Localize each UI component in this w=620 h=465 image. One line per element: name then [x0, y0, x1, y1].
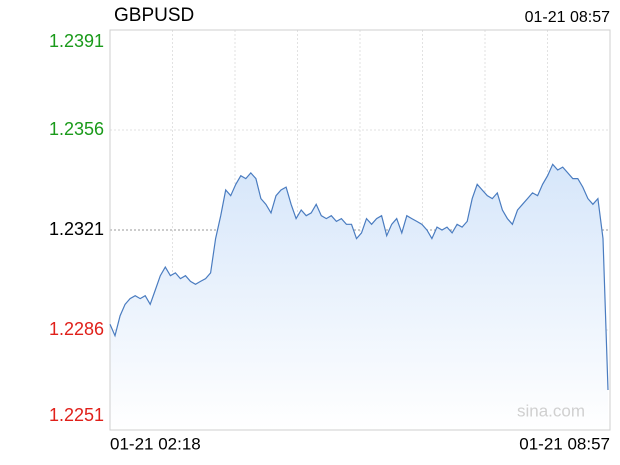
x-tick-label: 01-21 08:57: [519, 434, 610, 453]
time: 01-21 08:57: [525, 9, 611, 26]
y-tick-label: 1.2251: [49, 405, 104, 425]
chart-title: GBPUSD: [114, 5, 194, 26]
x-tick-label: 01-21 02:18: [110, 434, 201, 453]
y-tick-label: 1.2286: [49, 319, 104, 339]
area: [110, 164, 608, 431]
y-tick-label: 1.2391: [49, 31, 104, 51]
price-line: [109, 163, 609, 391]
plot-frame: [109, 29, 611, 431]
watermark: sina.com: [517, 401, 585, 420]
y-tick-label: 1.2321: [49, 219, 104, 239]
y-tick-label: 1.2356: [49, 119, 104, 139]
